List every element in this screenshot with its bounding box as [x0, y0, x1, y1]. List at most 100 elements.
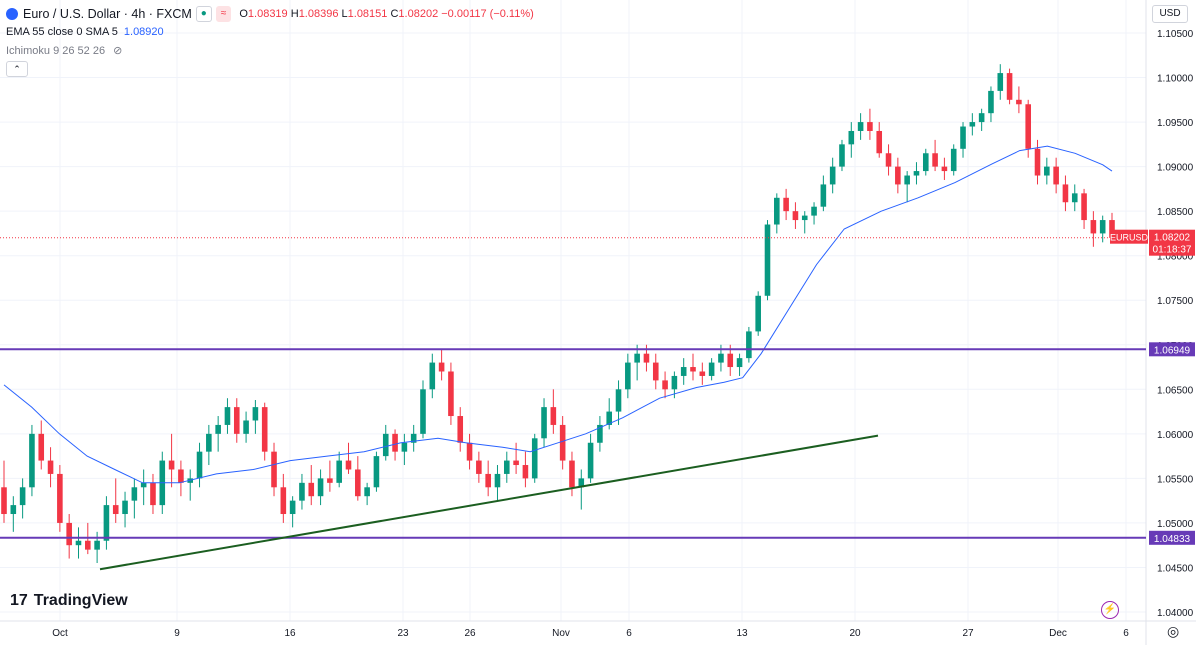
- candle-body: [978, 113, 985, 123]
- x-tick-label: 13: [736, 628, 748, 639]
- currency-button[interactable]: USD: [1152, 5, 1188, 23]
- candle-body: [206, 433, 212, 452]
- flag-icon: [6, 8, 18, 20]
- candle-body: [261, 407, 268, 452]
- candle-body: [466, 442, 473, 461]
- candle-body: [364, 487, 370, 497]
- candle-body: [280, 487, 287, 515]
- x-tick-label: 6: [1123, 628, 1129, 639]
- y-tick-label: 1.08000: [1157, 252, 1194, 263]
- candle-body: [1090, 220, 1097, 234]
- y-tick-label: 1.09500: [1157, 118, 1194, 129]
- candle-body: [960, 126, 966, 149]
- candle-body: [410, 433, 417, 443]
- x-tick-label: Dec: [1049, 628, 1067, 639]
- tv-logo-text: TradingView: [33, 592, 128, 609]
- data-source-icon[interactable]: ≈: [215, 6, 232, 22]
- bolt-icon[interactable]: ⚡: [1101, 601, 1119, 619]
- ema-legend[interactable]: EMA 55 close 0 SMA 5 1.08920: [6, 26, 164, 38]
- symbol-title[interactable]: Euro / U.S. Dollar · 4h · FXCM: [23, 7, 192, 21]
- candle-body: [1053, 166, 1059, 185]
- candle-body: [718, 353, 724, 363]
- candle-body: [1044, 166, 1050, 176]
- candle-body: [1062, 184, 1069, 203]
- candle-body: [271, 451, 277, 488]
- candle-body: [178, 469, 184, 483]
- level-price-label: [1149, 530, 1195, 545]
- candle-body: [122, 500, 128, 515]
- candle-body: [38, 433, 45, 461]
- candle-body: [327, 478, 333, 483]
- ema-line: [3, 145, 1113, 484]
- candle-body: [587, 442, 594, 479]
- candle-body: [811, 206, 817, 216]
- y-tick-label: 1.06000: [1157, 430, 1194, 441]
- candle-body: [699, 371, 706, 376]
- candle-body: [1, 487, 7, 515]
- candle-body: [792, 211, 799, 221]
- y-tick-label: 1.06500: [1157, 385, 1194, 396]
- trendline[interactable]: [99, 434, 879, 571]
- ema-value: 1.08920: [123, 26, 164, 38]
- x-tick-label: Oct: [52, 628, 68, 639]
- candle-body: [829, 166, 836, 185]
- last-price-label: [1149, 229, 1195, 256]
- candle-body: [904, 175, 910, 185]
- candle-body: [112, 505, 119, 515]
- candle-body: [736, 358, 743, 368]
- candle-body: [774, 197, 780, 225]
- candle-body: [150, 482, 156, 506]
- x-tick-label: 23: [397, 628, 409, 639]
- candle-body: [885, 153, 892, 167]
- candle-body: [643, 353, 650, 363]
- y-tick-label: 1.10000: [1157, 74, 1194, 85]
- candle-body: [336, 460, 342, 483]
- candle-body: [1109, 220, 1115, 238]
- candle-body: [820, 184, 827, 207]
- candle-body: [1034, 148, 1041, 176]
- ichimoku-legend[interactable]: Ichimoku 9 26 52 26 ⊘: [6, 44, 123, 58]
- candle-body: [476, 460, 482, 474]
- symbol-tag-label: EURUSD: [1110, 233, 1149, 243]
- candle-body: [876, 130, 883, 154]
- market-open-icon[interactable]: ●: [195, 6, 212, 22]
- candle-body: [168, 460, 175, 470]
- candle-body: [969, 122, 976, 127]
- candle-body: [392, 433, 398, 452]
- candle-body: [420, 389, 426, 434]
- candle-body: [308, 482, 315, 497]
- candle-body: [494, 473, 501, 488]
- candle-body: [317, 478, 324, 497]
- candle-body: [857, 122, 864, 131]
- candle-body: [867, 122, 873, 131]
- candle-body: [522, 465, 529, 479]
- candle-body: [252, 407, 259, 421]
- candle-body: [1081, 193, 1087, 221]
- collapse-legend-button[interactable]: ⌃: [6, 61, 28, 77]
- candle-body: [764, 224, 771, 296]
- eye-hidden-icon[interactable]: ⊘: [113, 45, 123, 57]
- candle-body: [680, 367, 687, 376]
- candle-body: [559, 424, 566, 461]
- settings-gear-icon[interactable]: ◎: [1167, 623, 1180, 639]
- candle-body: [457, 416, 464, 443]
- candle-body: [513, 460, 519, 466]
- candle-body: [578, 478, 585, 488]
- candle-body: [997, 73, 1004, 91]
- candle-body: [662, 380, 668, 390]
- candle-body: [597, 424, 603, 443]
- candle-body: [1025, 104, 1031, 149]
- candle-body: [606, 411, 613, 425]
- candle-body: [355, 469, 361, 497]
- tradingview-logo[interactable]: 17 TradingView: [10, 592, 128, 610]
- candle-body: [215, 424, 221, 434]
- y-tick-label: 1.04500: [1157, 563, 1194, 574]
- candle-body: [196, 451, 203, 479]
- x-tick-label: Nov: [552, 628, 570, 639]
- candle-body: [848, 130, 855, 145]
- candle-body: [243, 420, 249, 434]
- candle-body: [708, 362, 715, 376]
- y-tick-label: 1.05000: [1157, 519, 1194, 530]
- candle-body: [47, 460, 54, 474]
